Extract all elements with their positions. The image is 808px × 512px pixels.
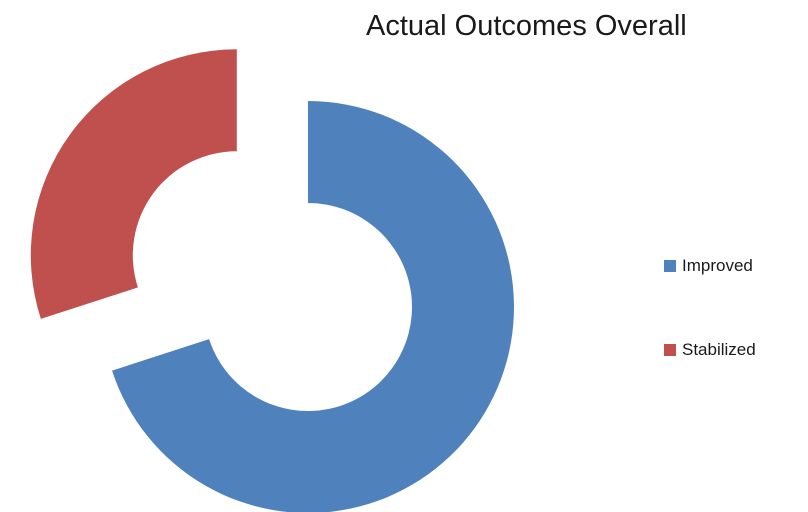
chart-title: Actual Outcomes Overall [366,10,687,43]
slice-stabilized [31,49,237,319]
legend-swatch-improved [664,260,676,272]
legend-label-improved: Improved [682,256,753,276]
legend-item-stabilized: Stabilized [664,338,804,362]
legend-label-stabilized: Stabilized [682,340,756,360]
legend-item-improved: Improved [664,254,804,278]
legend: Improved Stabilized [664,254,804,362]
legend-swatch-stabilized [664,344,676,356]
